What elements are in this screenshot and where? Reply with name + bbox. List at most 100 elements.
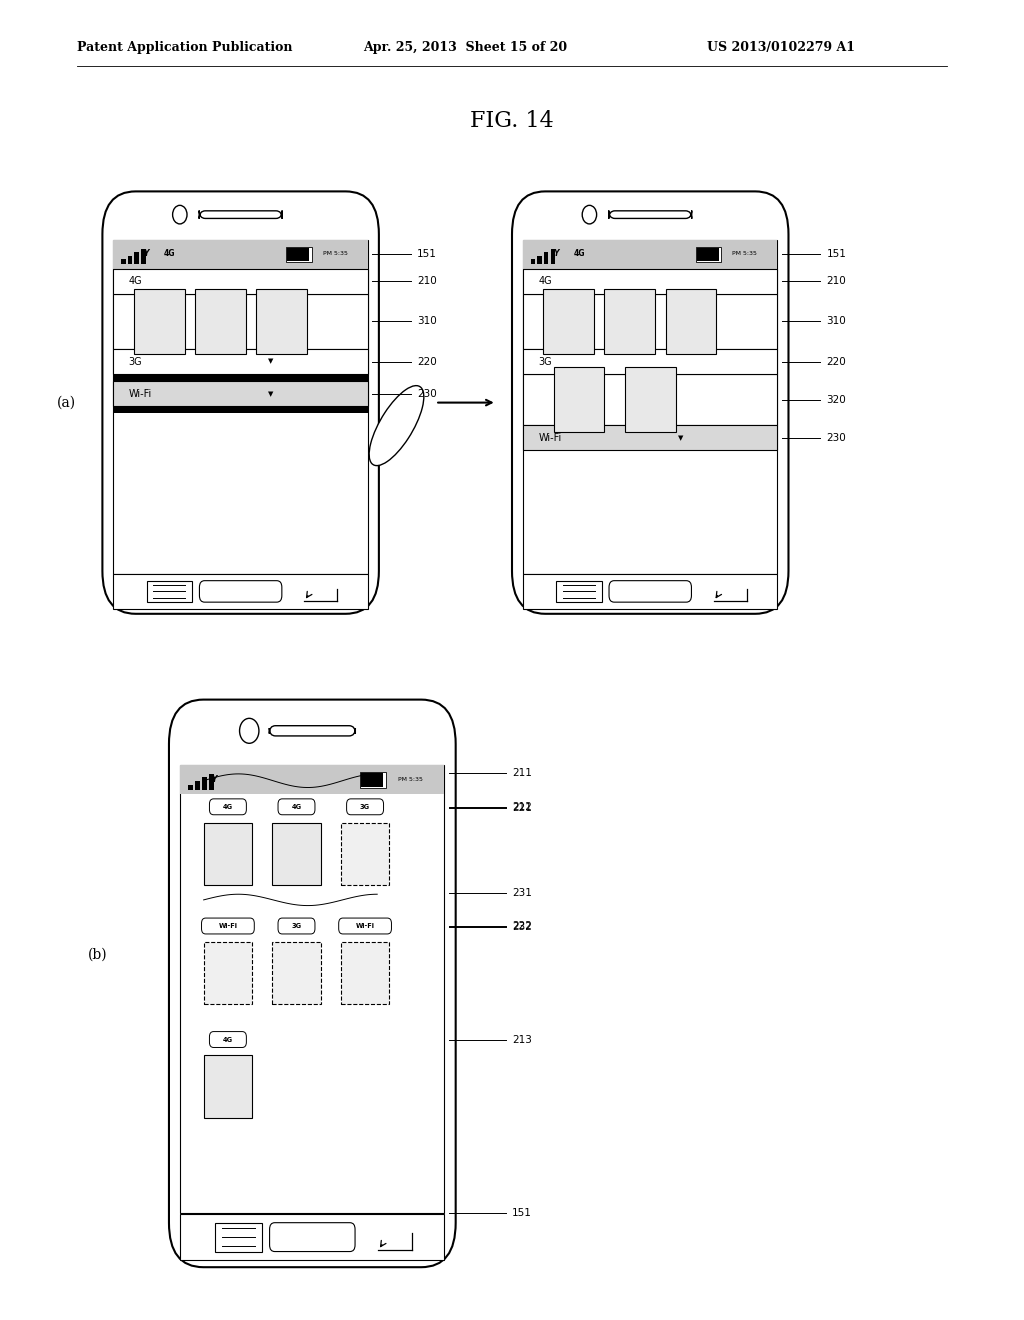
Bar (696, 247, 722, 263)
Text: Y: Y (553, 249, 559, 259)
Text: PM 5:35: PM 5:35 (732, 251, 757, 256)
Bar (341, 822, 389, 886)
Text: 210: 210 (417, 276, 436, 286)
Bar (523, 348, 777, 375)
Text: PM 5:35: PM 5:35 (398, 776, 423, 781)
Text: 230: 230 (417, 388, 436, 399)
FancyBboxPatch shape (346, 799, 384, 814)
Bar (204, 942, 252, 1005)
Bar (114, 574, 368, 609)
Bar (556, 581, 602, 602)
Bar (523, 425, 777, 450)
Ellipse shape (369, 385, 424, 466)
Text: Y: Y (212, 775, 217, 784)
Bar (114, 348, 368, 375)
Text: 310: 310 (826, 317, 846, 326)
Text: 151: 151 (826, 249, 847, 259)
Bar (625, 367, 676, 433)
Bar (114, 407, 368, 413)
FancyBboxPatch shape (200, 581, 282, 602)
Bar (215, 1222, 262, 1251)
Text: (b): (b) (87, 948, 108, 962)
FancyBboxPatch shape (279, 919, 315, 935)
Text: ▼: ▼ (678, 434, 683, 441)
Bar (114, 294, 368, 348)
Bar (538, 256, 542, 264)
Text: 151: 151 (417, 249, 437, 259)
Text: Y: Y (143, 249, 150, 259)
Bar (204, 1056, 252, 1118)
Bar (523, 375, 777, 425)
Bar (272, 942, 321, 1005)
Bar (209, 774, 214, 789)
Text: 4G: 4G (573, 249, 585, 259)
FancyBboxPatch shape (199, 210, 282, 219)
Text: 310: 310 (417, 317, 436, 326)
Text: 3G: 3G (360, 804, 370, 809)
FancyBboxPatch shape (202, 919, 254, 935)
Bar (146, 581, 193, 602)
Bar (697, 248, 719, 261)
Text: Patent Application Publication: Patent Application Publication (77, 41, 292, 54)
Text: Wi-Fi: Wi-Fi (355, 923, 375, 929)
Bar (551, 248, 555, 264)
FancyBboxPatch shape (279, 799, 315, 814)
Bar (287, 247, 312, 263)
Text: (a): (a) (57, 396, 76, 409)
Bar (523, 240, 777, 574)
Bar (530, 259, 536, 264)
Bar (544, 252, 549, 264)
Bar (360, 774, 383, 787)
Bar (196, 781, 200, 789)
Bar (359, 772, 386, 788)
Text: 4G: 4G (223, 804, 233, 809)
Text: 211: 211 (512, 768, 531, 777)
Text: 3G: 3G (292, 923, 301, 929)
FancyBboxPatch shape (169, 700, 456, 1267)
Text: Wi-Fi: Wi-Fi (539, 433, 561, 442)
Bar (134, 252, 139, 264)
Bar (604, 289, 655, 354)
FancyBboxPatch shape (269, 1222, 355, 1251)
Text: 4G: 4G (164, 249, 175, 259)
Text: 231: 231 (512, 888, 531, 898)
Bar (141, 248, 145, 264)
Text: 222: 222 (512, 921, 531, 931)
Text: Apr. 25, 2013  Sheet 15 of 20: Apr. 25, 2013 Sheet 15 of 20 (364, 41, 567, 54)
FancyBboxPatch shape (210, 1032, 247, 1048)
Text: ▼: ▼ (268, 391, 273, 397)
Bar (114, 240, 368, 574)
Bar (523, 294, 777, 348)
FancyBboxPatch shape (269, 726, 355, 737)
Text: 213: 213 (512, 1035, 531, 1044)
Bar (523, 240, 777, 269)
Text: US 2013/0102279 A1: US 2013/0102279 A1 (707, 41, 855, 54)
Text: 151: 151 (512, 1208, 531, 1218)
Bar (554, 367, 604, 433)
Text: 220: 220 (826, 356, 846, 367)
Bar (204, 822, 252, 886)
Text: Wi-Fi: Wi-Fi (129, 388, 152, 399)
FancyBboxPatch shape (102, 191, 379, 614)
Bar (114, 269, 368, 294)
Text: Wi-Fi: Wi-Fi (218, 923, 238, 929)
Text: 320: 320 (826, 395, 846, 405)
Bar (180, 764, 444, 795)
Text: ▼: ▼ (268, 359, 273, 364)
FancyBboxPatch shape (339, 919, 391, 935)
Text: 220: 220 (417, 356, 436, 367)
FancyBboxPatch shape (609, 581, 691, 602)
Text: 4G: 4G (292, 804, 301, 809)
FancyBboxPatch shape (210, 799, 247, 814)
Bar (256, 289, 307, 354)
Text: 230: 230 (826, 433, 846, 442)
Bar (272, 822, 321, 886)
Text: 221: 221 (512, 803, 531, 813)
Bar (180, 1214, 444, 1261)
Bar (544, 289, 594, 354)
Bar (523, 574, 777, 609)
Bar (114, 381, 368, 407)
Bar (202, 777, 207, 789)
Text: 232: 232 (512, 923, 531, 932)
Bar (341, 942, 389, 1005)
